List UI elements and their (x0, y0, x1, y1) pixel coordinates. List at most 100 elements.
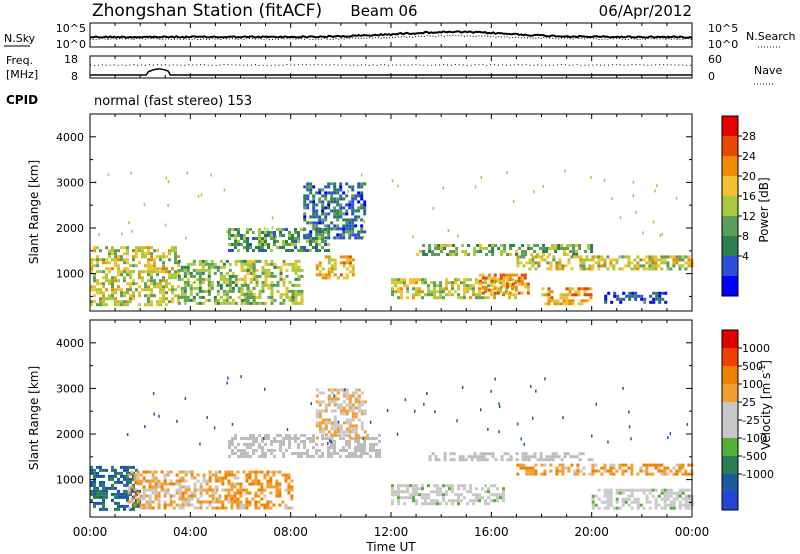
range-time-cell (333, 452, 336, 455)
range-time-cell (123, 267, 126, 271)
range-time-cell (345, 440, 348, 443)
range-time-cell (267, 449, 270, 452)
range-time-cell (663, 466, 667, 470)
range-time-cell (378, 440, 381, 443)
range-time-cell (654, 503, 658, 507)
range-time-cell (183, 280, 187, 284)
range-time-cell (348, 264, 352, 268)
range-time-cell (255, 449, 258, 452)
range-time-cell (172, 506, 176, 510)
range-time-cell (449, 253, 453, 256)
range-time-cell (475, 278, 478, 282)
range-time-cell (681, 472, 685, 476)
range-time-cell (207, 277, 211, 281)
range-time-cell (490, 279, 494, 283)
range-time-cell (264, 387, 266, 391)
range-time-cell (198, 283, 202, 287)
range-time-cell (272, 485, 276, 489)
range-time-cell (339, 434, 342, 437)
range-time-cell (657, 466, 661, 470)
range-time-cell (147, 297, 150, 301)
range-time-cell (278, 470, 282, 474)
range-time-cell (129, 285, 132, 289)
range-time-cell (508, 293, 511, 297)
range-time-cell (294, 277, 298, 281)
range-time-cell (120, 288, 123, 292)
range-time-cell (476, 244, 480, 247)
range-time-cell (297, 249, 300, 252)
range-time-cell (184, 497, 188, 501)
range-time-cell (506, 452, 510, 456)
range-time-cell (345, 182, 349, 186)
range-time-cell (142, 488, 146, 492)
range-time-cell (142, 485, 146, 489)
range-time-cell (114, 492, 117, 496)
range-time-cell (412, 278, 415, 282)
range-time-cell (666, 264, 670, 268)
range-time-cell (511, 282, 515, 286)
range-tick-label: 1000 (56, 268, 84, 281)
range-time-cell (519, 466, 523, 470)
range-time-cell (254, 494, 258, 498)
range-time-cell (254, 476, 258, 480)
range-time-cell (654, 264, 658, 268)
range-time-cell (645, 494, 649, 498)
range-time-cell (192, 274, 196, 278)
range-time-cell (123, 303, 126, 307)
range-time-cell (90, 285, 93, 289)
range-time-cell (126, 303, 129, 307)
range-time-cell (93, 495, 96, 499)
range-time-cell (252, 301, 256, 305)
range-time-cell (126, 252, 129, 256)
range-time-cell (291, 289, 295, 293)
range-time-cell (591, 494, 595, 498)
range-time-cell (345, 403, 349, 407)
range-time-cell (357, 434, 360, 437)
range-time-cell (678, 506, 682, 510)
range-time-cell (239, 488, 243, 492)
range-time-cell (222, 265, 226, 269)
range-time-cell (391, 290, 394, 294)
range-time-cell (487, 276, 491, 280)
range-time-cell (249, 228, 252, 231)
range-time-cell (138, 291, 141, 295)
range-time-cell (108, 297, 111, 301)
range-time-cell (99, 474, 102, 478)
range-time-cell (187, 488, 191, 492)
range-time-cell (372, 437, 375, 440)
range-time-cell (93, 468, 96, 472)
range-time-cell (132, 291, 135, 295)
range-time-cell (93, 492, 96, 496)
range-time-cell (603, 179, 606, 183)
range-time-cell (177, 277, 181, 281)
range-time-cell (422, 244, 426, 247)
range-time-cell (324, 224, 328, 228)
range-time-cell (524, 452, 528, 456)
range-time-cell (252, 292, 256, 296)
range-time-cell (198, 301, 202, 305)
range-time-cell (318, 415, 322, 419)
range-time-cell (234, 283, 238, 287)
range-time-cell (449, 458, 453, 462)
range-time-cell (102, 282, 105, 286)
range-time-cell (476, 455, 480, 459)
range-time-cell (581, 452, 585, 456)
range-time-cell (278, 491, 282, 495)
range-time-cell (294, 434, 297, 437)
range-time-cell (348, 394, 352, 398)
range-time-cell (227, 497, 231, 501)
range-time-cell (412, 496, 415, 500)
range-time-cell (275, 488, 279, 492)
range-time-cell (415, 493, 418, 497)
range-time-cell (536, 253, 540, 256)
range-time-cell (190, 473, 194, 477)
range-time-cell (436, 490, 439, 494)
range-time-cell (360, 203, 364, 207)
range-time-cell (651, 267, 655, 271)
range-time-cell (657, 264, 661, 268)
range-time-cell (255, 237, 258, 240)
range-time-cell (333, 388, 337, 392)
range-time-cell (660, 255, 664, 259)
range-time-cell (246, 295, 250, 299)
range-time-cell (474, 185, 477, 189)
